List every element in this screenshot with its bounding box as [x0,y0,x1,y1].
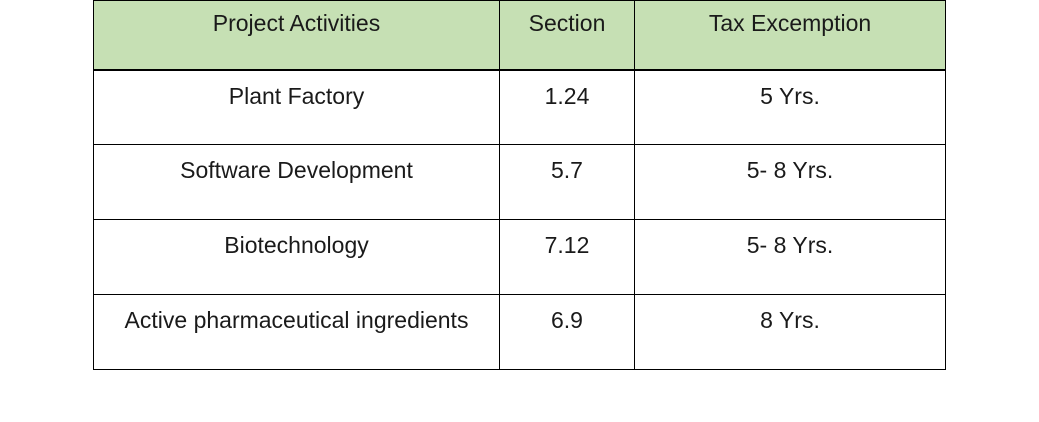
table-row: Plant Factory 1.24 5 Yrs. [93,69,946,145]
table-body: Plant Factory 1.24 5 Yrs. Software Devel… [93,69,946,370]
cell-tax-exemption: 5 Yrs. [634,69,946,145]
cell-section: 6.9 [499,294,635,370]
cell-section: 7.12 [499,219,635,295]
table-row: Biotechnology 7.12 5- 8 Yrs. [93,219,946,295]
cell-activity: Plant Factory [93,69,500,145]
header-project-activities: Project Activities [93,0,500,71]
cell-section: 1.24 [499,69,635,145]
cell-activity: Biotechnology [93,219,500,295]
table-header: Project Activities Section Tax Excemptio… [93,0,946,71]
header-tax-exemption: Tax Excemption [634,0,946,71]
header-section: Section [499,0,635,71]
cell-activity: Software Development [93,144,500,220]
table-row: Software Development 5.7 5- 8 Yrs. [93,144,946,220]
cell-section: 5.7 [499,144,635,220]
cell-tax-exemption: 5- 8 Yrs. [634,144,946,220]
cell-tax-exemption: 5- 8 Yrs. [634,219,946,295]
tax-exemption-table: Project Activities Section Tax Excemptio… [93,0,946,370]
table-row: Active pharmaceutical ingredients 6.9 8 … [93,294,946,370]
cell-tax-exemption: 8 Yrs. [634,294,946,370]
cell-activity: Active pharmaceutical ingredients [93,294,500,370]
header-row: Project Activities Section Tax Excemptio… [93,0,946,71]
